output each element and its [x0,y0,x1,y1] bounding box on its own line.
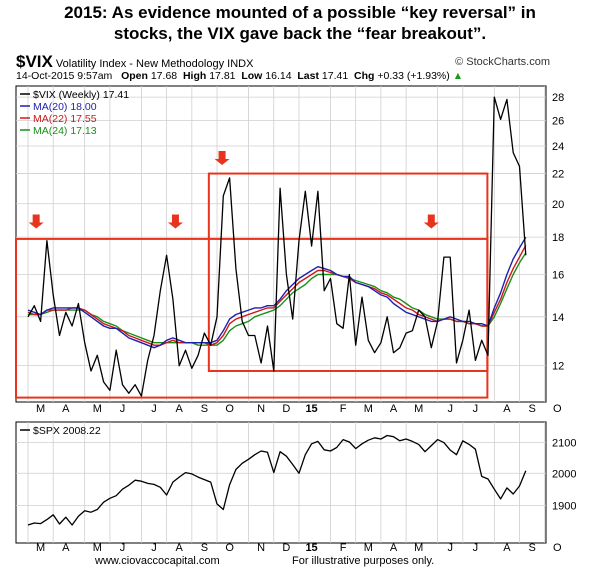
low-value: 16.14 [265,70,292,82]
y-tick-label: 24 [552,141,564,153]
up-arrow-icon: ▲ [452,70,464,82]
x-tick-label: S [201,403,208,415]
symbol-name: Volatility Index - New Methodology [55,58,225,70]
x-tick-label: M [36,542,45,554]
x-tick-label: A [176,542,184,554]
down-arrow-icon [214,151,230,166]
highlight-box-2 [207,172,489,372]
spx-panel: 1900 2000 2100 M A M J J A S O N D 15 F M A M J J A S O $SPX 20… [15,421,576,554]
series-line-vix [27,96,527,397]
x-tick-label: M [93,403,102,415]
headline-line-2: stocks, the VIX gave back the “fear brea… [113,24,487,43]
last-label: Last [297,70,319,82]
plot-area [15,421,547,544]
chart-headline: 2015: As evidence mounted of a possible … [0,2,600,44]
x-tick-label: J [473,542,479,554]
x-tick-label: D [282,403,290,415]
high-label: High [182,70,207,82]
x-tick-label: M [93,542,102,554]
low-label: Low [241,70,263,82]
x-tick-label: N [257,542,265,554]
y-tick-label: 14 [552,312,564,324]
plot-area [15,85,547,403]
x-tick-label: M [414,542,423,554]
y-tick-label: 12 [552,361,564,373]
x-tick-label: S [528,542,535,554]
x-tick-label: S [201,542,208,554]
series-line-spx [27,434,527,526]
y-tick-label: 16 [552,269,564,281]
y-tick-label: 1900 [552,501,576,513]
legend-label-ma20: MA(20) 18.00 [33,101,97,113]
down-arrow-icon [423,214,439,229]
y-tick-label: 20 [552,199,564,211]
x-tick-label: A [503,403,511,415]
x-tick-label: O [225,542,234,554]
quote-line: 14-Oct-2015 9:57am Open 17.68 High 17.81… [16,70,463,82]
last-value: 17.41 [321,70,349,82]
y-tick-label: 2000 [552,468,576,480]
x-tick-label: M [36,403,45,415]
symbol: $VIX [16,52,53,71]
series-line-ma20 [27,236,527,349]
open-value: 17.68 [150,70,178,82]
legend-label-ma24: MA(24) 17.13 [33,125,97,137]
x-tick-label: J [120,542,126,554]
x-tick-label: S [528,403,535,415]
x-tick-label: J [151,542,157,554]
x-tick-label: J [473,403,479,415]
headline-line-1: 2015: As evidence mounted of a possible … [64,3,536,22]
x-tick-label: F [340,403,347,415]
vix-panel: 12 14 16 18 20 22 24 26 28 M A M J J A S O N D 15 F M A M J J A S O $… [15,85,564,415]
x-tick-label: J [151,403,157,415]
quote-date: 14-Oct-2015 9:57am [16,70,113,82]
down-arrow-icon [28,214,44,229]
x-tick-label: A [503,542,511,554]
down-arrow-icon [167,214,183,229]
x-tick-label: J [447,403,453,415]
x-tick-label: O [553,403,562,415]
y-tick-label: 28 [552,92,564,104]
exchange: INDX [227,58,254,70]
footer-disclaimer: For illustrative purposes only. [292,555,435,567]
high-value: 17.81 [209,70,236,82]
y-tick-label: 26 [552,116,564,128]
x-tick-label: 15 [305,403,317,415]
x-tick-label: A [62,542,70,554]
x-tick-label: J [120,403,126,415]
x-tick-label: M [364,403,373,415]
x-tick-label: M [364,542,373,554]
y-tick-label: 2100 [552,438,576,450]
x-tick-label: A [390,542,398,554]
footer-website: www.ciovaccocapital.com [95,555,220,567]
legend-label-spx: $SPX 2008.22 [33,425,101,437]
chart-symbol-header: $VIX Volatility Index - New Methodology … [16,52,253,72]
x-tick-label: J [447,542,453,554]
x-tick-label: D [282,542,290,554]
x-tick-label: F [340,542,347,554]
x-tick-label: A [390,403,398,415]
y-tick-label: 22 [552,169,564,181]
legend-label-vix: $VIX (Weekly) 17.41 [33,89,129,101]
x-tick-label: O [553,542,562,554]
chg-label: Chg [354,70,375,82]
chg-value: +0.33 (+1.93%) [377,70,450,82]
x-tick-label: 15 [305,542,317,554]
x-tick-label: A [176,403,184,415]
x-tick-label: O [225,403,234,415]
open-label: Open [121,70,148,82]
x-tick-label: N [257,403,265,415]
legend-label-ma22: MA(22) 17.55 [33,113,97,125]
x-tick-label: M [414,403,423,415]
stockcharts-logo: © StockCharts.com [455,56,550,68]
x-tick-label: A [62,403,70,415]
y-tick-label: 18 [552,232,564,244]
